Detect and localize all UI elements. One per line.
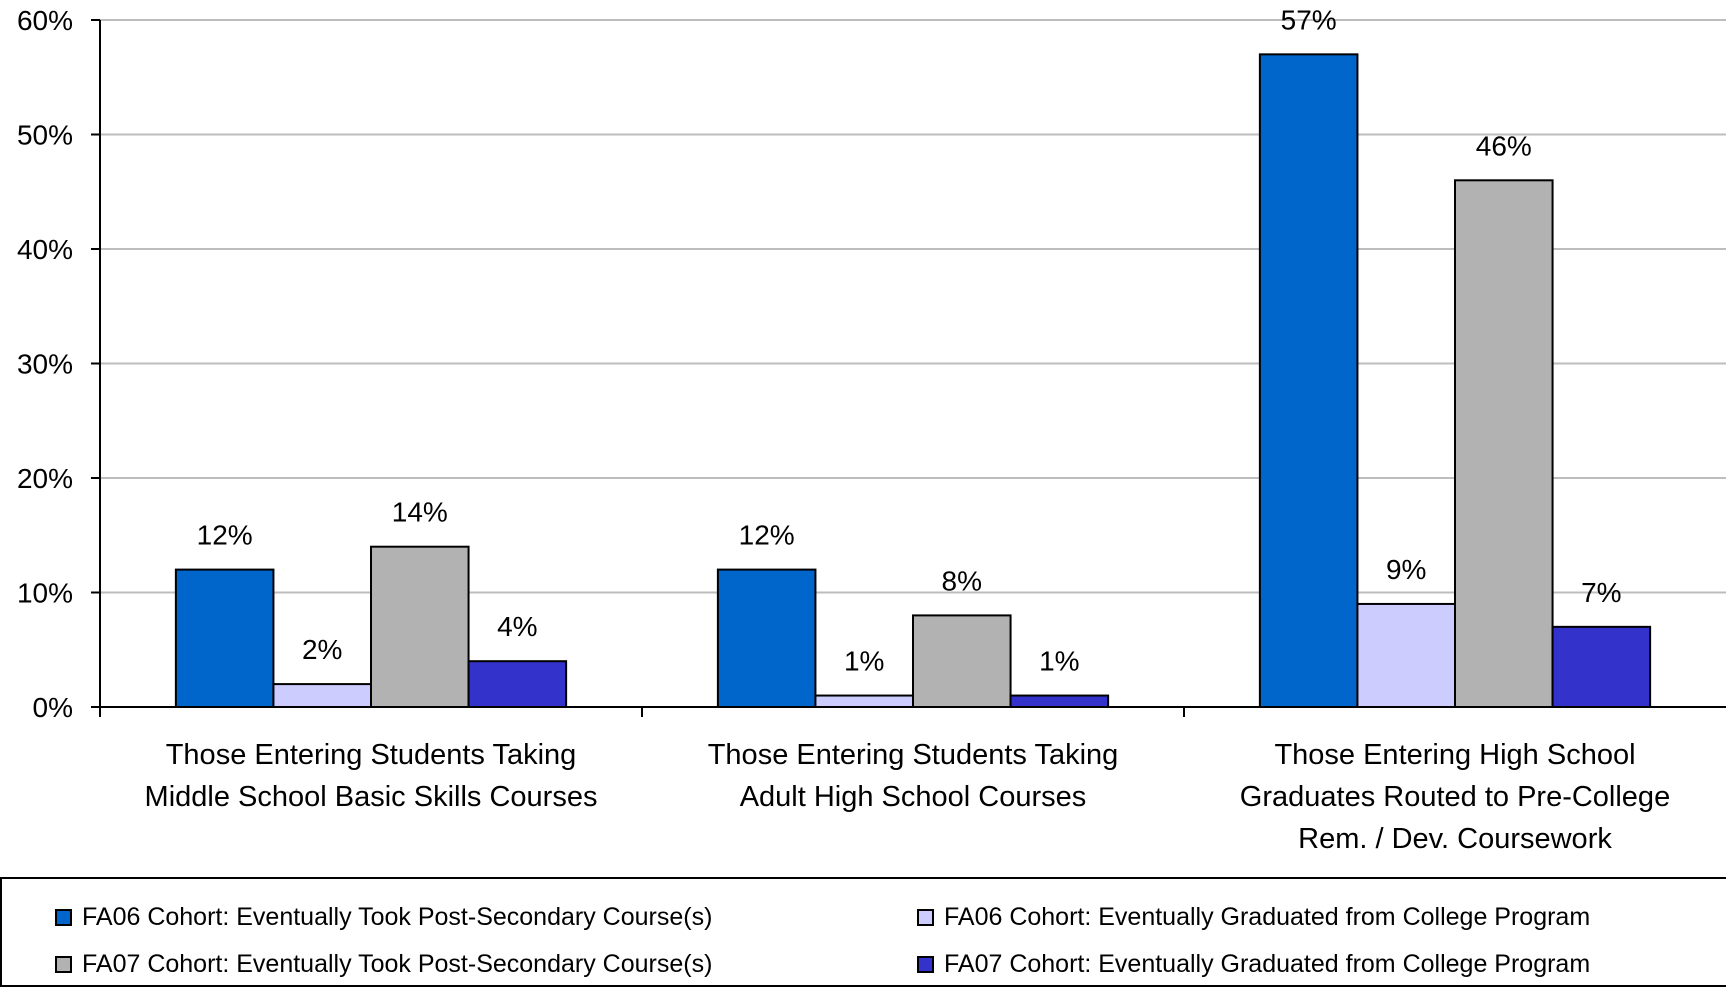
bar — [912, 614, 1012, 709]
legend-item-fa06-graduated: FA06 Cohort: Eventually Graduated from C… — [917, 903, 1590, 932]
x-category-label: Adult High School Courses — [740, 781, 1087, 813]
legend: FA06 Cohort: Eventually Took Post-Second… — [0, 877, 1726, 987]
bar — [174, 568, 275, 708]
bar — [370, 545, 470, 709]
legend-item-fa06-took-courses: FA06 Cohort: Eventually Took Post-Second… — [55, 903, 712, 932]
y-tick-label: 10% — [17, 578, 73, 609]
bar — [1551, 625, 1652, 708]
data-label: 14% — [392, 497, 448, 528]
legend-swatch-fa06-took-courses — [55, 909, 72, 926]
data-label: 1% — [844, 646, 884, 677]
bar — [1009, 694, 1110, 708]
bar — [1454, 179, 1554, 709]
legend-label: FA07 Cohort: Eventually Graduated from C… — [944, 950, 1591, 978]
legend-swatch-fa06-graduated — [917, 909, 934, 926]
data-label: 12% — [739, 520, 795, 551]
legend-swatch-fa07-took-courses — [55, 956, 72, 973]
legend-item-fa07-graduated: FA07 Cohort: Eventually Graduated from C… — [917, 950, 1590, 979]
data-label: 1% — [1039, 646, 1079, 677]
legend-label: FA07 Cohort: Eventually Took Post-Second… — [82, 950, 713, 978]
x-category-label: Middle School Basic Skills Courses — [145, 781, 598, 813]
x-category-label: Those Entering Students Taking — [166, 739, 577, 771]
y-tick-label: 30% — [17, 349, 73, 380]
data-label: 9% — [1386, 554, 1426, 585]
x-category-label: Those Entering High School — [1274, 739, 1635, 771]
y-tick-label: 50% — [17, 120, 73, 151]
bar — [467, 660, 568, 709]
bar — [1356, 602, 1456, 709]
data-label: 8% — [942, 565, 982, 596]
x-category-label: Graduates Routed to Pre-College — [1240, 781, 1670, 813]
data-label: 4% — [497, 611, 537, 642]
bar — [716, 568, 817, 708]
y-tick-label: 20% — [17, 463, 73, 494]
bar — [814, 694, 914, 708]
y-tick-label: 0% — [33, 692, 73, 723]
bar — [1258, 53, 1359, 709]
data-label: 46% — [1476, 130, 1532, 161]
legend-label: FA06 Cohort: Eventually Took Post-Second… — [82, 903, 713, 931]
data-label: 2% — [302, 634, 342, 665]
legend-label: FA06 Cohort: Eventually Graduated from C… — [944, 903, 1591, 931]
data-label: 7% — [1581, 577, 1621, 608]
x-category-label: Those Entering Students Taking — [708, 739, 1119, 771]
y-tick-label: 40% — [17, 234, 73, 265]
y-tick-label: 60% — [17, 5, 73, 36]
legend-swatch-fa07-graduated — [917, 956, 934, 973]
legend-item-fa07-took-courses: FA07 Cohort: Eventually Took Post-Second… — [55, 950, 712, 979]
x-category-label: Rem. / Dev. Coursework — [1298, 823, 1612, 855]
data-label: 12% — [197, 520, 253, 551]
bar — [272, 683, 372, 708]
data-label: 57% — [1281, 4, 1337, 35]
